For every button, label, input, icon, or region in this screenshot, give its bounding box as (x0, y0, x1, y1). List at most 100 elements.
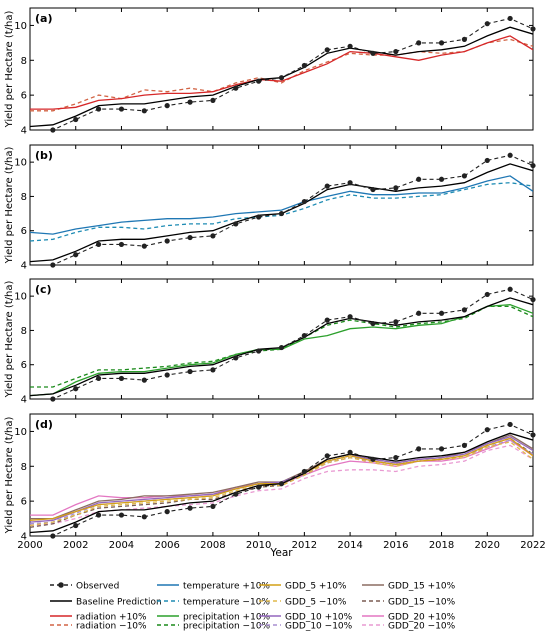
observed-point (416, 176, 422, 182)
observed-point (507, 15, 513, 22)
observed-point (141, 377, 147, 383)
observed-point (210, 233, 216, 239)
legend-item: GDD_5 −10% (259, 598, 347, 608)
observed-point (347, 43, 353, 49)
observed-point (164, 509, 170, 515)
legend-label: GDD_20 +10% (388, 613, 456, 623)
legend-label: GDD_15 −10% (388, 598, 456, 608)
y-tick-label: 4 (21, 395, 27, 406)
observed-point (187, 368, 193, 375)
legend-label: radiation +10% (76, 613, 147, 623)
observed-point (347, 180, 353, 186)
observed-point (484, 291, 490, 298)
observed-point (416, 310, 422, 316)
x-tick-label: 2012 (292, 540, 317, 551)
panel-label: (a) (35, 12, 52, 25)
legend-label: GDD_10 +10% (285, 613, 353, 623)
observed-point (50, 262, 56, 268)
y-tick-label: 8 (21, 326, 27, 337)
observed-point (95, 241, 102, 248)
legend-label: GDD_15 +10% (388, 582, 456, 592)
series-line-precipitation-10- (30, 305, 533, 388)
observed-point (393, 454, 399, 461)
observed-point (233, 85, 239, 91)
observed-point (187, 99, 193, 105)
legend-label: precipitation −10% (183, 622, 271, 632)
observed-point (438, 40, 445, 46)
observed-point (50, 533, 56, 539)
legend-label: GDD_10 −10% (285, 622, 353, 632)
observed-point (347, 449, 353, 455)
legend-label: GDD_20 −10% (388, 622, 456, 632)
x-tick-label: 2014 (337, 540, 362, 551)
observed-point (461, 307, 468, 313)
y-tick-label: 4 (21, 126, 27, 137)
observed-point (278, 210, 285, 217)
observed-point (210, 503, 216, 509)
observed-point (370, 320, 376, 327)
x-tick-label: 2018 (429, 540, 454, 551)
observed-point (50, 396, 56, 402)
legend-marker (58, 582, 64, 588)
observed-point (210, 367, 216, 373)
legend-item: precipitation −10% (157, 622, 271, 632)
legend-item: GDD_20 +10% (362, 613, 456, 623)
legend: Observed Baseline Prediction radiation +10… (50, 582, 456, 632)
observed-point (95, 106, 102, 112)
observed-point (438, 310, 445, 316)
panel-label: (d) (35, 418, 53, 431)
observed-point (301, 62, 307, 69)
legend-item: temperature −10% (157, 598, 270, 608)
observed-point (278, 481, 285, 487)
x-tick-label: 2016 (383, 540, 408, 551)
observed-point (73, 116, 79, 123)
legend-label: Observed (76, 582, 119, 592)
observed-point (73, 386, 79, 392)
observed-point (256, 484, 262, 490)
legend-item: GDD_20 −10% (362, 622, 456, 632)
observed-point (347, 314, 353, 320)
observed-point (461, 173, 468, 179)
observed-point (530, 296, 536, 303)
observed-point (416, 446, 422, 452)
legend-label: precipitation +10% (183, 613, 271, 623)
observed-point (278, 75, 285, 81)
observed-point (438, 446, 445, 452)
observed-point (438, 176, 445, 182)
y-tick-label: 10 (14, 21, 27, 32)
observed-point (370, 50, 376, 56)
series-line-gdd-15-10- (30, 437, 533, 528)
legend-item: temperature +10% (157, 582, 270, 592)
series-line-gdd-5-10- (30, 441, 533, 527)
observed-point (118, 106, 125, 112)
y-tick-label: 6 (21, 497, 27, 508)
x-tick-label: 2006 (154, 540, 179, 551)
observed-point (461, 442, 468, 448)
observed-point (164, 238, 170, 244)
observed-point (530, 432, 536, 438)
observed-point (461, 36, 468, 42)
observed-point (324, 47, 330, 53)
observed-point (530, 26, 536, 32)
observed-point (187, 505, 193, 511)
y-tick-label: 4 (21, 261, 27, 272)
observed-point (324, 183, 330, 189)
observed-point (256, 348, 262, 354)
observed-point (301, 332, 307, 339)
observed-point (233, 355, 239, 361)
observed-point (141, 243, 147, 249)
observed-point (393, 48, 399, 55)
observed-point (301, 198, 307, 205)
observed-point (370, 186, 376, 193)
observed-point (507, 152, 513, 158)
panel-label: (b) (35, 149, 53, 162)
legend-item: precipitation +10% (157, 613, 271, 623)
observed-point (324, 453, 330, 459)
x-tick-label: 2020 (475, 540, 500, 551)
observed-point (256, 78, 262, 84)
plot-area (29, 144, 534, 266)
series-line-radiation-10- (30, 38, 533, 112)
series-line-radiation-10- (30, 35, 533, 110)
observed-point (118, 241, 125, 248)
